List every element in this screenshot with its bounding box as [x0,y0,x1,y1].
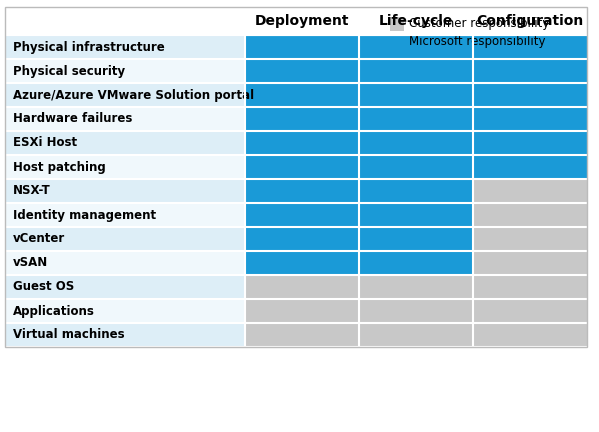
Bar [5,7,587,347]
Text: ESXi Host: ESXi Host [13,137,77,149]
Bar [359,275,473,299]
Bar [245,59,359,83]
Bar [473,323,587,347]
Bar [245,227,359,251]
Text: Deployment: Deployment [255,14,349,28]
Text: NSX-T: NSX-T [13,184,51,197]
Bar [359,59,473,83]
Bar [245,107,359,131]
Text: Identity management: Identity management [13,209,156,222]
Text: Guest OS: Guest OS [13,280,74,293]
Bar [473,107,587,131]
Text: vCenter: vCenter [13,232,65,245]
Text: Customer responsibility: Customer responsibility [409,18,549,31]
Bar [359,83,473,107]
Bar [359,227,473,251]
Bar [5,83,245,107]
Bar [245,299,359,323]
Bar [245,35,359,59]
Text: Physical security: Physical security [13,64,125,77]
Bar [245,83,359,107]
Bar [5,203,245,227]
Text: Virtual machines: Virtual machines [13,328,125,342]
Bar [245,323,359,347]
Bar [245,179,359,203]
Bar [245,251,359,275]
Bar [5,179,245,203]
Bar [245,131,359,155]
Bar [473,83,587,107]
Bar [473,59,587,83]
Bar [5,323,245,347]
Bar [5,35,245,59]
Bar [473,299,587,323]
Text: Physical infrastructure: Physical infrastructure [13,41,165,54]
Bar [359,203,473,227]
Bar [473,227,587,251]
Text: Microsoft responsibility: Microsoft responsibility [409,35,546,48]
Bar [359,35,473,59]
Bar [359,155,473,179]
Bar [5,275,245,299]
Text: Configuration: Configuration [476,14,583,28]
Bar [359,131,473,155]
Bar [359,299,473,323]
Bar [5,155,245,179]
Bar [359,323,473,347]
Bar [245,203,359,227]
Bar [473,251,587,275]
Bar [473,131,587,155]
Text: vSAN: vSAN [13,257,49,270]
Bar [5,131,245,155]
Bar [473,275,587,299]
Text: Applications: Applications [13,305,95,318]
Text: Hardware failures: Hardware failures [13,112,132,126]
Text: Host patching: Host patching [13,161,106,174]
Bar [473,155,587,179]
Bar [473,35,587,59]
Bar [390,35,404,49]
Text: Life-cycle: Life-cycle [379,14,453,28]
Bar [245,275,359,299]
Text: Azure/Azure VMware Solution portal: Azure/Azure VMware Solution portal [13,89,254,102]
Bar [5,251,245,275]
Bar [359,107,473,131]
Bar [5,107,245,131]
Bar [5,299,245,323]
Bar [5,7,587,347]
Bar [245,155,359,179]
Bar [390,17,404,31]
Bar [473,179,587,203]
Bar [359,251,473,275]
Bar [5,227,245,251]
Bar [473,203,587,227]
Bar [359,179,473,203]
Bar [5,59,245,83]
